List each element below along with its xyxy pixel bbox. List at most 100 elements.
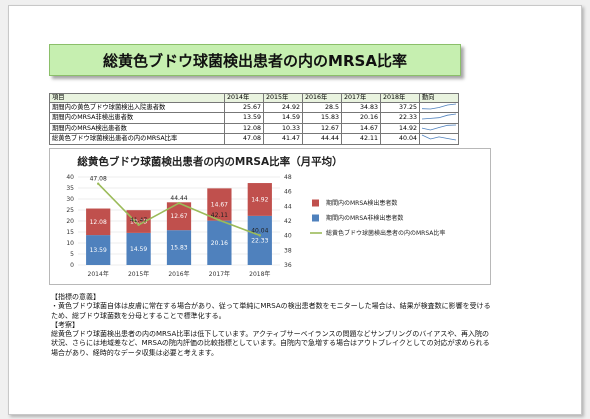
table-header-cell: 2017年 — [341, 93, 381, 103]
trend-sparkline — [421, 135, 457, 141]
table-cell: 44.44 — [302, 133, 342, 145]
trend-sparkline — [421, 124, 457, 131]
table-header-cell: 2016年 — [302, 93, 342, 103]
data-label-mrsa-negative: 15.83 — [170, 245, 187, 252]
mrsa-chart: 総黄色ブドウ球菌検出患者の内のMRSA比率（月平均） 0 5 10 15 20 25 30 35… — [66, 155, 445, 278]
y-left-tick-label: 20 — [66, 218, 74, 225]
table-cell: 12.67 — [302, 122, 342, 135]
y-left-tick-label: 25 — [66, 207, 74, 214]
x-tick-label: 2017年 — [209, 270, 230, 278]
table-cell: 15.83 — [302, 112, 342, 124]
data-label-mrsa-negative: 13.59 — [90, 247, 107, 254]
table-cell: 14.59 — [263, 112, 303, 124]
y-right-tick-label: 42 — [284, 218, 292, 225]
data-label-mrsa-positive: 12.67 — [170, 213, 187, 220]
trend-sparkline-cell — [419, 101, 459, 114]
data-label-mrsa-ratio: 42.11 — [211, 212, 228, 219]
notes-heading-significance: 【指標の意義】 — [51, 293, 100, 301]
y-right-tick-label: 46 — [284, 189, 292, 196]
y-left-tick-label: 0 — [70, 262, 74, 269]
table-cell: 20.16 — [341, 112, 381, 124]
bar-mrsa-positive — [86, 208, 111, 236]
table-cell: 24.92 — [263, 101, 303, 114]
trend-sparkline-cell — [419, 133, 459, 145]
notes-text-significance: ・黄色ブドウ球菌自体は皮膚に常在する場合があり、従って単純にMRSAの検出患者数… — [51, 302, 491, 320]
table-cell: 10.33 — [263, 122, 303, 135]
y-left-tick-label: 5 — [70, 251, 74, 258]
x-tick-label: 2018年 — [249, 270, 270, 278]
trend-sparkline — [421, 103, 457, 109]
line-point — [97, 182, 100, 185]
table-header-cell: 2015年 — [263, 93, 303, 103]
bar-mrsa-negative — [166, 230, 192, 265]
notes-text-discussion: 総黄色ブドウ球菌検出患者の内のMRSA比率は低下しています。アクティブサーベイラ… — [51, 330, 490, 357]
data-label-mrsa-positive: 10.33 — [130, 219, 147, 226]
trend-sparkline-cell — [419, 122, 459, 135]
legend-swatch — [312, 214, 319, 222]
table-cell: 40.04 — [380, 133, 420, 145]
data-label-mrsa-ratio: 41.47 — [130, 217, 147, 224]
table-cell: 25.67 — [224, 101, 264, 114]
table-header-cell: 2018年 — [380, 93, 420, 103]
data-label-mrsa-positive: 12.08 — [90, 219, 107, 226]
data-label-mrsa-positive: 14.92 — [251, 196, 268, 203]
sparkline-line — [421, 124, 457, 131]
table-row-label: 期間内のMRSA検出患者数 — [49, 122, 225, 135]
legend-swatch — [312, 199, 319, 207]
bar-mrsa-negative — [247, 215, 272, 265]
table-row-label: 総黄色ブドウ球菌検出患者の内のMRSA比率 — [49, 133, 225, 145]
legend-label: 期間内のMRSA非検出患者数 — [326, 214, 403, 222]
table-cell: 28.5 — [302, 101, 342, 114]
y-left-tick-label: 10 — [66, 240, 74, 247]
bar-mrsa-negative — [207, 220, 232, 265]
table-cell: 34.83 — [341, 101, 381, 114]
table-cell: 47.08 — [224, 133, 264, 145]
table-row-label: 期間内の黄色ブドウ球菌検出入院患者数 — [49, 101, 225, 114]
table-cell: 12.08 — [224, 122, 264, 135]
bar-mrsa-positive — [247, 183, 272, 216]
data-label-mrsa-ratio: 47.08 — [90, 176, 107, 183]
y-left-tick-label: 40 — [66, 174, 74, 181]
data-label-mrsa-negative: 20.16 — [211, 240, 228, 247]
document-page: 総黄色ブドウ球菌検出患者の内のMRSA比率 項目 2014年 2015年 2016年 2… — [8, 5, 582, 415]
bar-mrsa-negative — [86, 235, 111, 265]
chart-container: 総黄色ブドウ球菌検出患者の内のMRSA比率（月平均） 0 5 10 15 20 25 30 35… — [49, 148, 491, 285]
y-right-tick-label: 44 — [284, 203, 292, 210]
table-row-label: 期間内のMRSA非検出患者数 — [49, 112, 225, 124]
chart-title: 総黄色ブドウ球菌検出患者の内のMRSA比率（月平均） — [77, 155, 342, 168]
table-cell: 13.59 — [224, 112, 264, 124]
bar-mrsa-negative — [126, 232, 151, 265]
notes-heading-discussion: 【考察】 — [51, 320, 79, 329]
y-right-tick-label: 36 — [284, 262, 292, 269]
x-tick-label: 2014年 — [88, 270, 109, 278]
y-left-tick-label: 15 — [66, 229, 74, 236]
table-cell: 14.92 — [380, 122, 420, 135]
line-point — [177, 201, 181, 205]
data-label-mrsa-ratio: 40.04 — [251, 227, 268, 234]
line-point — [137, 223, 140, 227]
table-header-cell: 項目 — [49, 93, 225, 103]
table-row: 期間内のMRSA非検出患者数 13.59 14.59 15.83 20.16 22.33 — [49, 112, 459, 124]
y-right-tick-label: 40 — [284, 233, 292, 240]
table-cell: 14.67 — [341, 122, 381, 135]
table-header-row: 項目 2014年 2015年 2016年 2017年 2018年 動向 — [49, 93, 459, 103]
sparkline-line — [421, 103, 457, 109]
data-label-mrsa-ratio: 44.44 — [170, 195, 187, 202]
data-label-mrsa-negative: 14.59 — [130, 246, 147, 253]
table-cell: 22.33 — [380, 112, 420, 124]
table-cell: 37.25 — [380, 101, 420, 114]
table-row: 総黄色ブドウ球菌検出患者の内のMRSA比率 47.08 41.47 44.44 42.1… — [49, 133, 459, 145]
data-label-mrsa-positive: 14.67 — [211, 202, 228, 209]
x-tick-label: 2015年 — [128, 270, 149, 278]
table-header-cell: 2014年 — [224, 93, 264, 103]
sparkline-line — [421, 135, 457, 141]
stats-table: 項目 2014年 2015年 2016年 2017年 2018年 動向 期間内の黄色ブドウ球菌… — [49, 93, 459, 145]
table-cell: 41.47 — [263, 133, 303, 145]
bar-mrsa-positive — [126, 210, 151, 233]
page-title: 総黄色ブドウ球菌検出患者の内のMRSA比率 — [49, 44, 461, 76]
table-row: 期間内の黄色ブドウ球菌検出入院患者数 25.67 24.92 28.5 34.83 37.… — [49, 101, 459, 114]
table-cell: 42.11 — [341, 133, 381, 145]
data-label-mrsa-negative: 22.33 — [251, 237, 268, 244]
bar-mrsa-positive — [207, 188, 232, 221]
legend-label: 期間内のMRSA検出患者数 — [326, 199, 397, 207]
